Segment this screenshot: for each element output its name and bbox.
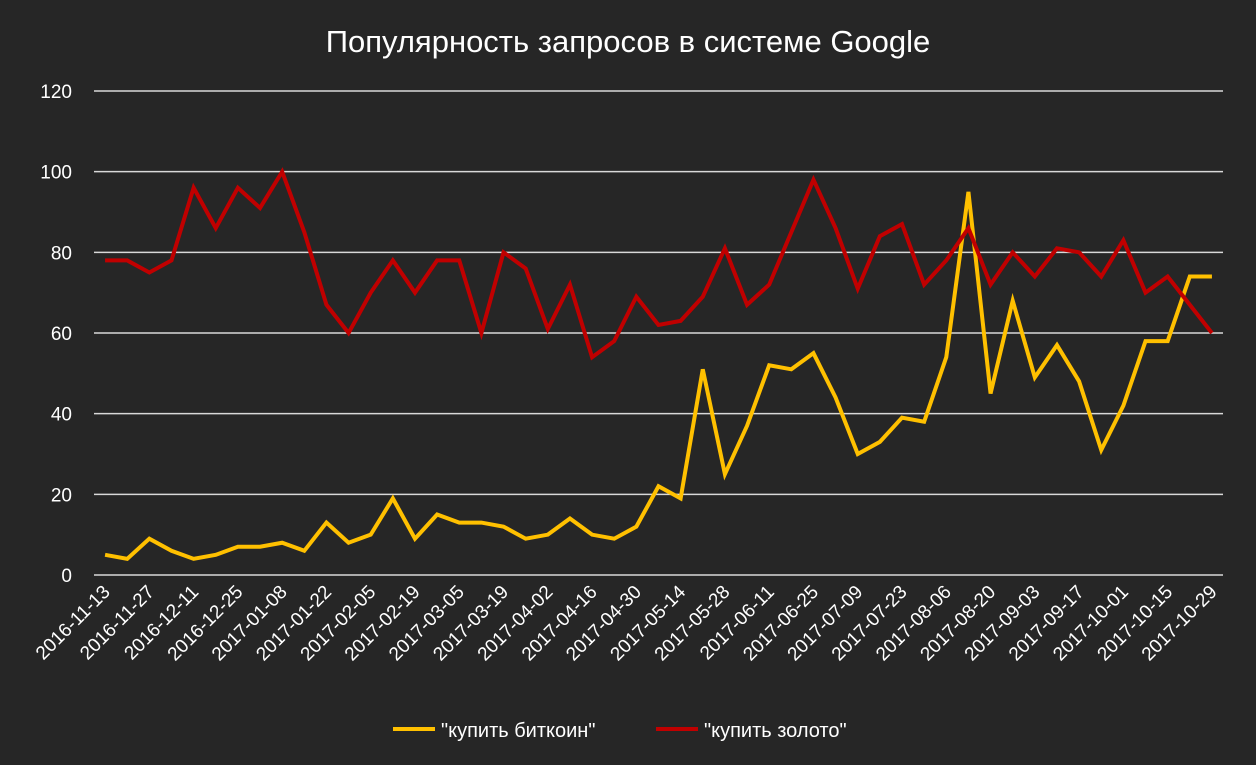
- series-line-gold: [105, 167, 1214, 361]
- series-line-bitcoin: [104, 191, 1212, 562]
- y-tick-label: 120: [40, 82, 72, 103]
- y-tick-label: 0: [61, 566, 72, 587]
- legend-label-bitcoin: "купить биткоин": [441, 720, 595, 742]
- y-tick-label: 40: [51, 405, 72, 426]
- y-tick-label: 60: [51, 324, 72, 345]
- y-axis-ticks: 0 20 40 60 80 100 120: [40, 82, 72, 587]
- gridlines: [94, 90, 1223, 576]
- y-tick-label: 100: [40, 163, 72, 184]
- legend-label-gold: "купить золото": [704, 720, 847, 742]
- chart-title: Популярность запросов в системе Google: [326, 24, 931, 59]
- series-lines: [104, 167, 1214, 562]
- legend: "купить биткоин" "купить золото": [393, 720, 847, 742]
- y-tick-label: 20: [51, 485, 72, 506]
- y-tick-label: 80: [51, 243, 72, 264]
